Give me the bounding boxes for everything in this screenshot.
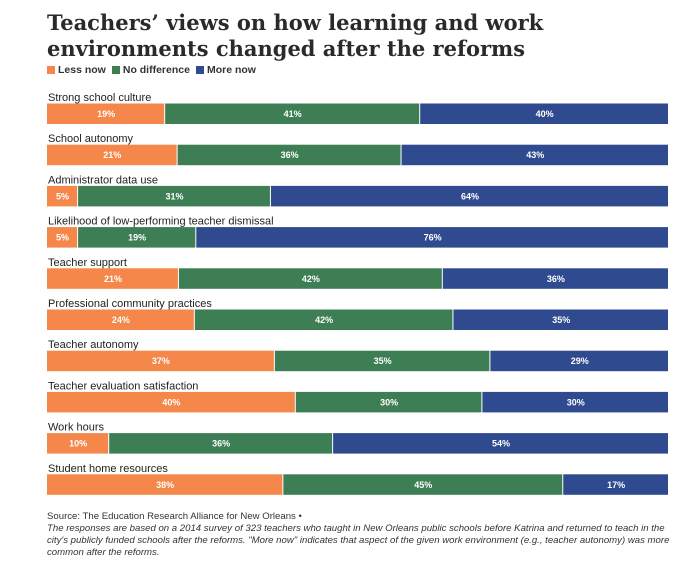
stacked-bar-chart: Strong school culture 19% 41% 40% School aut… xyxy=(47,92,668,495)
data-label-less-now: 40% xyxy=(162,397,180,407)
data-label-less-now: 5% xyxy=(56,191,69,201)
legend-label-no-difference: No difference xyxy=(122,64,190,76)
data-label-no-difference: 41% xyxy=(284,109,302,119)
legend-swatch-no-difference xyxy=(111,66,120,74)
bar-row-school-autonomy: School autonomy 21% 36% 43% xyxy=(47,133,668,166)
category-label: School autonomy xyxy=(48,133,133,145)
bar-segment-no-difference xyxy=(78,227,196,248)
chart-footer: Source: The Education Research Alliance … xyxy=(47,511,677,559)
bar-row-likelihood-of-low-performing-teacher-dismissal: Likelihood of low-performing teacher dis… xyxy=(47,216,668,248)
category-label: Work hours xyxy=(48,422,105,434)
survey-note: The responses are based on a 2014 survey… xyxy=(47,523,670,558)
data-label-less-now: 37% xyxy=(152,356,170,366)
bar-segment-less-now xyxy=(47,227,78,248)
bar-segment-more-now xyxy=(401,144,668,166)
category-label: Teacher autonomy xyxy=(48,339,139,351)
data-label-more-now: 54% xyxy=(492,439,510,449)
legend-label-more-now: More now xyxy=(206,64,256,76)
bar-segment-less-now xyxy=(47,474,283,495)
data-label-no-difference: 42% xyxy=(315,315,333,325)
bar-segment-more-now xyxy=(442,268,668,289)
bar-segment-less-now xyxy=(47,103,165,124)
data-label-less-now: 10% xyxy=(69,439,87,449)
bar-segment-less-now xyxy=(47,268,178,289)
category-label: Administrator data use xyxy=(48,174,158,186)
bar-segment-no-difference xyxy=(165,103,420,124)
data-label-no-difference: 36% xyxy=(212,439,230,449)
source-text: Source: The Education Research Alliance … xyxy=(47,511,302,522)
chart-title: Teachers’ views on how learning and work… xyxy=(47,10,544,61)
category-label: Strong school culture xyxy=(48,92,151,104)
legend-label-less-now: Less now xyxy=(58,64,106,76)
bar-segment-more-now xyxy=(453,309,668,330)
data-label-less-now: 19% xyxy=(97,109,115,119)
bar-segment-no-difference xyxy=(194,309,453,330)
bar-segment-less-now xyxy=(47,350,274,372)
data-label-less-now: 21% xyxy=(104,274,122,284)
data-label-less-now: 38% xyxy=(156,480,174,490)
bar-segment-more-now xyxy=(333,433,668,454)
data-label-more-now: 35% xyxy=(552,315,570,325)
legend-item-more-now: More now xyxy=(195,64,256,76)
data-label-more-now: 17% xyxy=(607,480,625,490)
bar-segment-no-difference xyxy=(283,474,563,495)
bar-segment-no-difference xyxy=(109,433,333,454)
data-label-no-difference: 42% xyxy=(302,274,320,284)
data-label-more-now: 64% xyxy=(461,191,479,201)
bar-segment-less-now xyxy=(47,391,295,413)
bar-segment-more-now xyxy=(196,227,668,248)
data-label-no-difference: 30% xyxy=(380,397,398,407)
data-label-less-now: 24% xyxy=(112,315,130,325)
bar-row-administrator-data-use: Administrator data use 5% 31% 64% xyxy=(47,174,668,207)
bar-segment-more-now xyxy=(420,103,668,124)
category-label: Teacher evaluation satisfaction xyxy=(48,380,198,392)
bar-segment-less-now xyxy=(47,185,78,207)
bar-row-student-home-resources: Student home resources 38% 45% 17% xyxy=(47,463,668,495)
data-label-more-now: 29% xyxy=(571,356,589,366)
bar-segment-more-now xyxy=(482,391,668,413)
bar-segment-more-now xyxy=(490,350,668,372)
data-label-more-now: 36% xyxy=(547,274,565,284)
bar-segment-less-now xyxy=(47,144,177,166)
bar-segment-no-difference xyxy=(295,391,482,413)
bar-segment-no-difference xyxy=(177,144,401,166)
data-label-no-difference: 36% xyxy=(281,150,299,160)
data-label-less-now: 21% xyxy=(103,150,121,160)
data-label-no-difference: 19% xyxy=(128,233,146,243)
data-label-more-now: 40% xyxy=(536,109,554,119)
legend-item-less-now: Less now xyxy=(47,64,106,76)
bar-segment-no-difference xyxy=(78,185,270,207)
bar-segment-less-now xyxy=(47,309,194,330)
bar-segment-less-now xyxy=(47,433,109,454)
category-label: Professional community practices xyxy=(48,298,212,310)
bar-row-teacher-evaluation-satisfaction: Teacher evaluation satisfaction 40% 30% 30% xyxy=(47,380,668,413)
category-label: Student home resources xyxy=(48,463,168,475)
legend-item-no-difference: No difference xyxy=(111,64,190,76)
bar-segment-no-difference xyxy=(274,350,490,372)
bar-row-work-hours: Work hours 10% 36% 54% xyxy=(47,422,668,454)
bar-row-strong-school-culture: Strong school culture 19% 41% 40% xyxy=(47,92,668,124)
data-label-more-now: 43% xyxy=(526,150,544,160)
legend: Less now No difference More now xyxy=(47,64,256,76)
category-label: Likelihood of low-performing teacher dis… xyxy=(48,216,274,228)
legend-swatch-less-now xyxy=(47,66,55,74)
data-label-no-difference: 35% xyxy=(374,356,392,366)
bar-row-professional-community-practices: Professional community practices 24% 42% 35… xyxy=(47,298,668,330)
bar-row-teacher-support: Teacher support 21% 42% 36% xyxy=(47,257,668,289)
data-label-more-now: 76% xyxy=(424,233,442,243)
bar-segment-no-difference xyxy=(178,268,442,289)
data-label-no-difference: 31% xyxy=(166,191,184,201)
legend-swatch-more-now xyxy=(195,66,204,74)
bar-row-teacher-autonomy: Teacher autonomy 37% 35% 29% xyxy=(47,339,668,372)
data-label-less-now: 5% xyxy=(56,233,69,243)
data-label-more-now: 30% xyxy=(567,397,585,407)
bar-segment-more-now xyxy=(270,185,668,207)
data-label-no-difference: 45% xyxy=(414,480,432,490)
bar-segment-more-now xyxy=(563,474,668,495)
category-label: Teacher support xyxy=(48,257,127,269)
